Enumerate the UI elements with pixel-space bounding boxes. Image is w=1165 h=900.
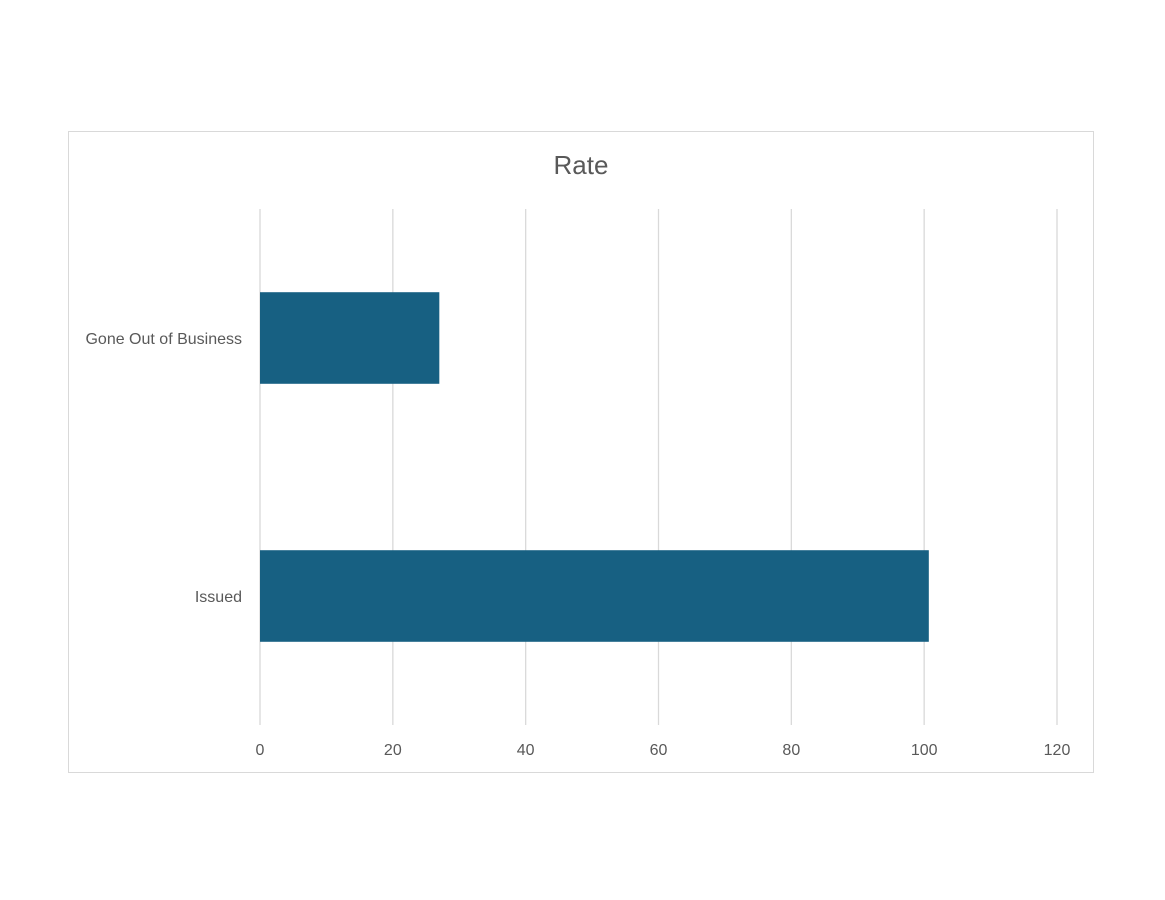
y-axis-categories: Gone Out of Business Issued: [85, 331, 242, 606]
category-label: Issued: [195, 589, 242, 606]
category-label: Gone Out of Business: [85, 331, 242, 348]
x-tick-label: 20: [384, 742, 402, 759]
x-tick-label: 100: [911, 742, 938, 759]
bar-gone-out-of-business: [260, 292, 440, 384]
x-tick-label: 40: [517, 742, 535, 759]
bars: [260, 292, 929, 642]
x-tick-label: 60: [650, 742, 668, 759]
chart-title: Rate: [554, 150, 609, 180]
x-tick-label: 80: [782, 742, 800, 759]
gridlines: [259, 209, 1058, 725]
bar-issued: [260, 550, 929, 642]
x-tick-label: 0: [256, 742, 265, 759]
x-tick-label: 120: [1044, 742, 1071, 759]
chart-frame: [68, 131, 1094, 773]
x-axis-ticks: 0 20 40 60 80 100 120: [256, 742, 1071, 759]
